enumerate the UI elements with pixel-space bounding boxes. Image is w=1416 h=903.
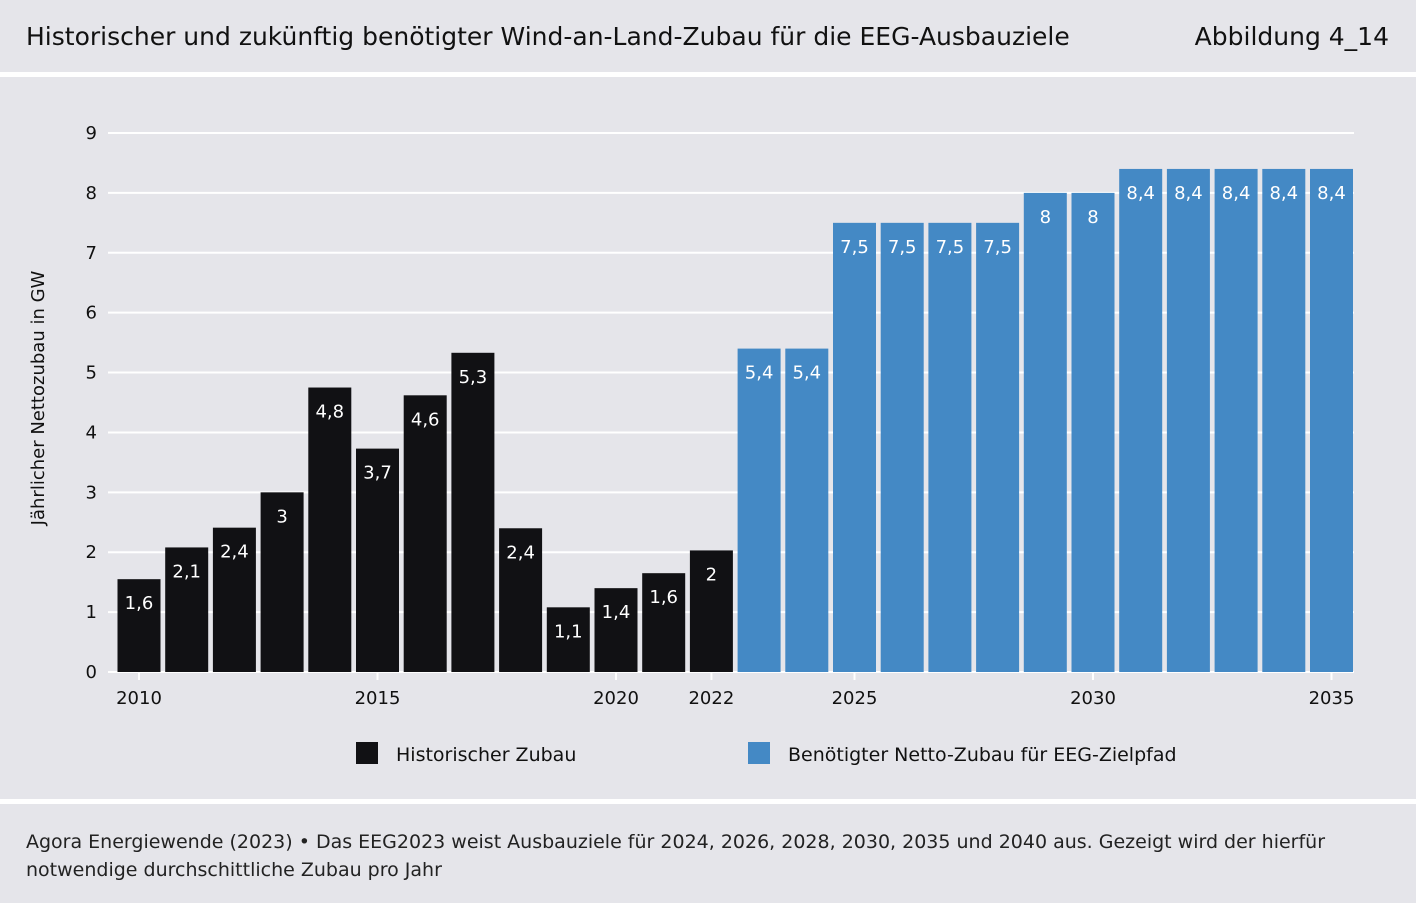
bar-2018 (499, 528, 543, 672)
data-label-2014: 4,8 (315, 402, 344, 423)
data-label-2020: 1,4 (602, 602, 631, 623)
x-tick-label: 2010 (116, 688, 162, 709)
data-label-2022: 2 (706, 564, 717, 585)
data-label-2017: 5,3 (459, 367, 488, 388)
bar-2015 (356, 448, 399, 672)
data-label-2024: 5,4 (792, 363, 821, 384)
bar-2023 (737, 348, 781, 672)
bar-2022 (689, 550, 733, 672)
data-label-2027: 7,5 (936, 237, 965, 258)
chart-axes: 0 1 2 3 4 5 6 7 8 9 2010 2015 2020 2022 2025 2030 2035 (86, 123, 1355, 709)
bar-2031 (1119, 168, 1163, 672)
bar-2014 (308, 387, 352, 672)
figure-title: Historischer und zukünftig benötigter Wi… (26, 22, 1070, 51)
bar-2035 (1310, 168, 1353, 672)
data-label-2035: 8,4 (1317, 183, 1346, 204)
bar-2032 (1166, 168, 1210, 672)
figure-number: Abbildung 4_14 (1194, 22, 1389, 51)
bar-2012 (212, 527, 256, 672)
y-tick-label: 0 (86, 662, 97, 683)
data-label-2019: 1,1 (554, 621, 583, 642)
bar-2029 (1023, 192, 1067, 672)
data-label-2029: 8 (1040, 207, 1051, 228)
data-label-2031: 8,4 (1126, 183, 1155, 204)
bar-2033 (1214, 168, 1258, 672)
bar-2024 (785, 348, 829, 672)
y-tick-label: 1 (86, 602, 97, 623)
data-label-2033: 8,4 (1222, 183, 1251, 204)
legend-swatch-needed (748, 742, 770, 764)
bar-2010 (117, 579, 161, 672)
data-label-2025: 7,5 (840, 237, 869, 258)
x-tick-label: 2035 (1309, 688, 1355, 709)
y-tick-label: 6 (86, 303, 97, 324)
y-tick-label: 4 (86, 422, 97, 443)
data-label-2032: 8,4 (1174, 183, 1203, 204)
bar-2011 (165, 547, 209, 672)
bar-2028 (976, 222, 1020, 673)
data-label-2013: 3 (276, 506, 287, 527)
data-label-2034: 8,4 (1269, 183, 1298, 204)
data-label-2011: 2,1 (172, 561, 201, 582)
legend-label-historical: Historischer Zubau (396, 744, 576, 766)
bar-2030 (1071, 192, 1115, 672)
legend-label-needed: Benötigter Netto-Zubau für EEG-Zielpfad (788, 744, 1177, 766)
figure-header: Historischer und zukünftig benötigter Wi… (0, 0, 1416, 72)
bar-2016 (403, 395, 447, 672)
chart-bars (117, 168, 1353, 673)
data-label-2016: 4,6 (411, 409, 440, 430)
bar-2025 (833, 222, 876, 673)
bar-2017 (451, 352, 495, 672)
y-tick-label: 7 (86, 243, 97, 264)
bar-2021 (642, 573, 686, 672)
legend-swatch-historical (356, 742, 378, 764)
chart-value-labels: 1,6 2,1 2,4 3 4,8 3,7 4,6 5,3 2,4 1,1 1,4 1,6 2 5,4 5,… (125, 183, 1346, 642)
x-tick-label: 2020 (593, 688, 639, 709)
x-tick-label: 2015 (355, 688, 401, 709)
chart-legend: Historischer Zubau Benötigter Netto-Zubau… (356, 742, 1177, 766)
bar-2020 (594, 588, 638, 672)
bar-2034 (1262, 168, 1306, 672)
x-tick-label: 2022 (688, 688, 734, 709)
y-axis-title: Jährlicher Nettozubau in GW (28, 270, 49, 526)
data-label-2026: 7,5 (888, 237, 917, 258)
bar-2027 (928, 222, 972, 673)
data-label-2010: 1,6 (125, 593, 154, 614)
source-note: Agora Energiewende (2023) • Das EEG2023 … (26, 831, 1326, 881)
header-divider (0, 72, 1416, 77)
data-label-2030: 8 (1087, 207, 1098, 228)
y-tick-label: 8 (86, 183, 97, 204)
data-label-2015: 3,7 (363, 463, 392, 484)
y-tick-label: 2 (86, 542, 97, 563)
y-tick-label: 5 (86, 363, 97, 384)
bar-2026 (880, 222, 924, 673)
bar-2019 (546, 607, 590, 672)
chart: 1,6 2,1 2,4 3 4,8 3,7 4,6 5,3 2,4 1,1 1,4 1,6 2 5,4 5,… (28, 123, 1355, 766)
data-label-2021: 1,6 (649, 587, 678, 608)
data-label-2018: 2,4 (506, 542, 535, 563)
y-tick-label: 9 (86, 123, 97, 144)
y-tick-label: 3 (86, 482, 97, 503)
data-label-2023: 5,4 (745, 363, 774, 384)
footer-divider (0, 799, 1416, 804)
bar-2013 (260, 492, 304, 672)
data-label-2012: 2,4 (220, 542, 249, 563)
x-tick-label: 2030 (1070, 688, 1116, 709)
x-tick-label: 2025 (832, 688, 878, 709)
data-label-2028: 7,5 (983, 237, 1012, 258)
